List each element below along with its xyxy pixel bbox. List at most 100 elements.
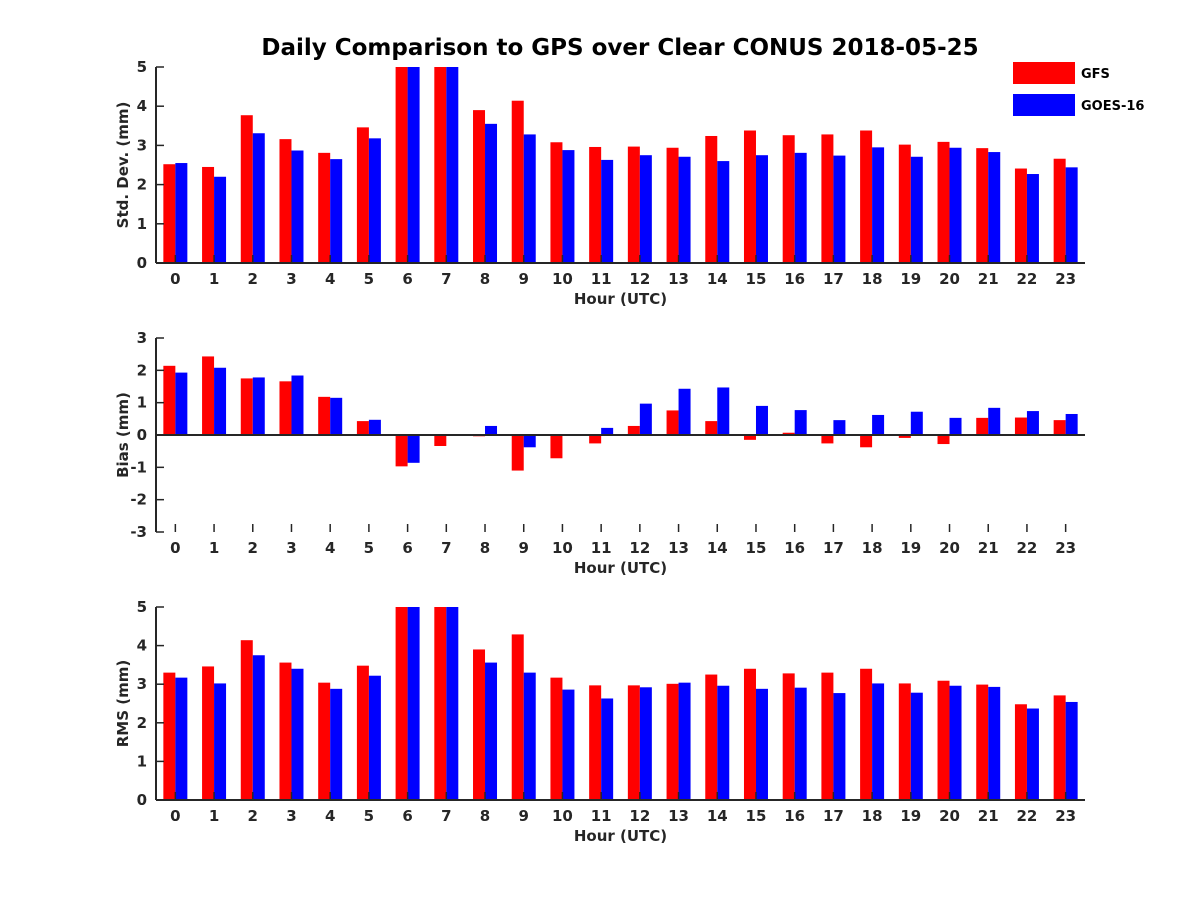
x-tick-label-rms: 4 [325,807,335,825]
x-tick-label-std: 2 [248,270,258,288]
x-tick-label-std: 18 [862,270,883,288]
x-tick-label-std: 23 [1055,270,1076,288]
bar-std-gfs-20 [937,141,950,263]
bar-bias-goes-16-18 [872,414,885,435]
legend-label-gfs: GFS [1081,67,1110,82]
bar-rms-gfs-6 [395,607,408,800]
bar-bias-gfs-10 [550,435,563,459]
bar-std-gfs-17 [821,134,834,263]
y-axis-label-bias: Bias (mm) [114,392,132,478]
bar-std-goes-16-20 [949,147,962,263]
bar-bias-goes-16-19 [910,411,923,435]
bar-rms-goes-16-13 [678,682,691,800]
bar-std-gfs-6 [395,67,408,263]
x-tick-label-bias: 11 [591,539,612,557]
bar-bias-gfs-23 [1053,420,1066,435]
bar-rms-goes-16-16 [794,687,807,800]
bar-bias-goes-16-6 [407,435,420,463]
x-axis-label-rms: Hour (UTC) [574,827,667,845]
bar-bias-goes-16-14 [717,387,730,435]
x-tick-label-rms: 15 [746,807,767,825]
x-tick-label-bias: 14 [707,539,728,557]
bar-std-goes-16-2 [252,133,265,263]
x-tick-label-std: 21 [978,270,999,288]
bar-rms-goes-16-6 [407,607,420,800]
bar-std-gfs-18 [860,130,873,263]
y-axis-label-std: Std. Dev. (mm) [114,102,132,229]
x-tick-label-std: 3 [286,270,296,288]
bar-std-gfs-3 [279,139,292,263]
bar-rms-gfs-14 [705,674,718,800]
x-tick-label-rms: 12 [629,807,650,825]
x-tick-label-std: 13 [668,270,689,288]
bar-rms-goes-16-7 [446,607,459,800]
bar-std-goes-16-19 [910,156,923,263]
bar-std-goes-16-16 [794,152,807,263]
x-tick-label-bias: 18 [862,539,883,557]
x-tick-label-std: 1 [209,270,219,288]
x-tick-label-std: 22 [1017,270,1038,288]
bar-std-gfs-2 [240,115,253,263]
x-tick-label-bias: 1 [209,539,219,557]
bar-rms-gfs-0 [163,672,176,800]
bar-rms-goes-16-20 [949,685,962,800]
bar-bias-gfs-16 [782,432,795,435]
bar-bias-gfs-9 [511,435,524,471]
bar-std-goes-16-0 [175,163,188,263]
y-tick-label-std: 5 [137,58,147,76]
y-tick-label-rms: 1 [137,752,147,770]
bar-rms-goes-16-1 [214,683,227,800]
x-tick-label-std: 16 [784,270,805,288]
x-tick-label-rms: 19 [900,807,921,825]
y-tick-label-rms: 5 [137,598,147,616]
bar-bias-goes-16-13 [678,388,691,435]
bar-rms-goes-16-11 [601,698,614,800]
x-tick-label-bias: 10 [552,539,573,557]
y-tick-label-std: 1 [137,215,147,233]
bar-rms-goes-16-9 [523,672,536,800]
bar-bias-goes-16-17 [833,420,846,435]
bar-std-gfs-8 [473,110,486,264]
x-tick-label-bias: 20 [939,539,960,557]
bar-std-gfs-16 [782,135,795,263]
bar-bias-goes-16-22 [1026,411,1039,435]
bar-bias-goes-16-9 [523,435,536,448]
x-tick-label-std: 7 [441,270,451,288]
bar-bias-goes-16-2 [252,377,265,435]
x-tick-label-rms: 8 [480,807,490,825]
bar-bias-gfs-5 [356,421,369,435]
x-tick-label-rms: 21 [978,807,999,825]
x-tick-label-rms: 3 [286,807,296,825]
legend-swatch-gfs [1013,62,1075,84]
bar-bias-goes-16-1 [214,367,227,435]
bar-bias-gfs-21 [976,417,989,435]
bar-rms-goes-16-0 [175,677,188,800]
bar-std-gfs-21 [976,148,989,263]
bar-rms-gfs-5 [356,665,369,800]
bar-std-gfs-22 [1014,168,1027,263]
x-tick-label-std: 4 [325,270,335,288]
bar-rms-gfs-8 [473,649,486,800]
bar-std-goes-16-15 [755,155,768,263]
bar-bias-gfs-19 [898,435,911,438]
x-tick-label-rms: 14 [707,807,728,825]
x-tick-label-rms: 22 [1017,807,1038,825]
bar-rms-gfs-20 [937,680,950,800]
bar-std-goes-16-8 [485,123,498,263]
x-tick-label-bias: 0 [170,539,180,557]
bar-bias-gfs-7 [434,435,447,446]
bar-bias-goes-16-20 [949,417,962,435]
y-tick-label-bias: -2 [130,491,147,509]
bar-bias-gfs-18 [860,435,873,448]
legend: GFS GOES-16 [1013,62,1144,116]
legend-label-goes-16: GOES-16 [1081,99,1144,114]
x-tick-label-bias: 3 [286,539,296,557]
x-tick-label-std: 14 [707,270,728,288]
bar-std-goes-16-6 [407,67,420,263]
bar-bias-gfs-15 [743,435,756,440]
bar-bias-gfs-12 [627,425,640,435]
bar-std-gfs-13 [666,147,679,263]
